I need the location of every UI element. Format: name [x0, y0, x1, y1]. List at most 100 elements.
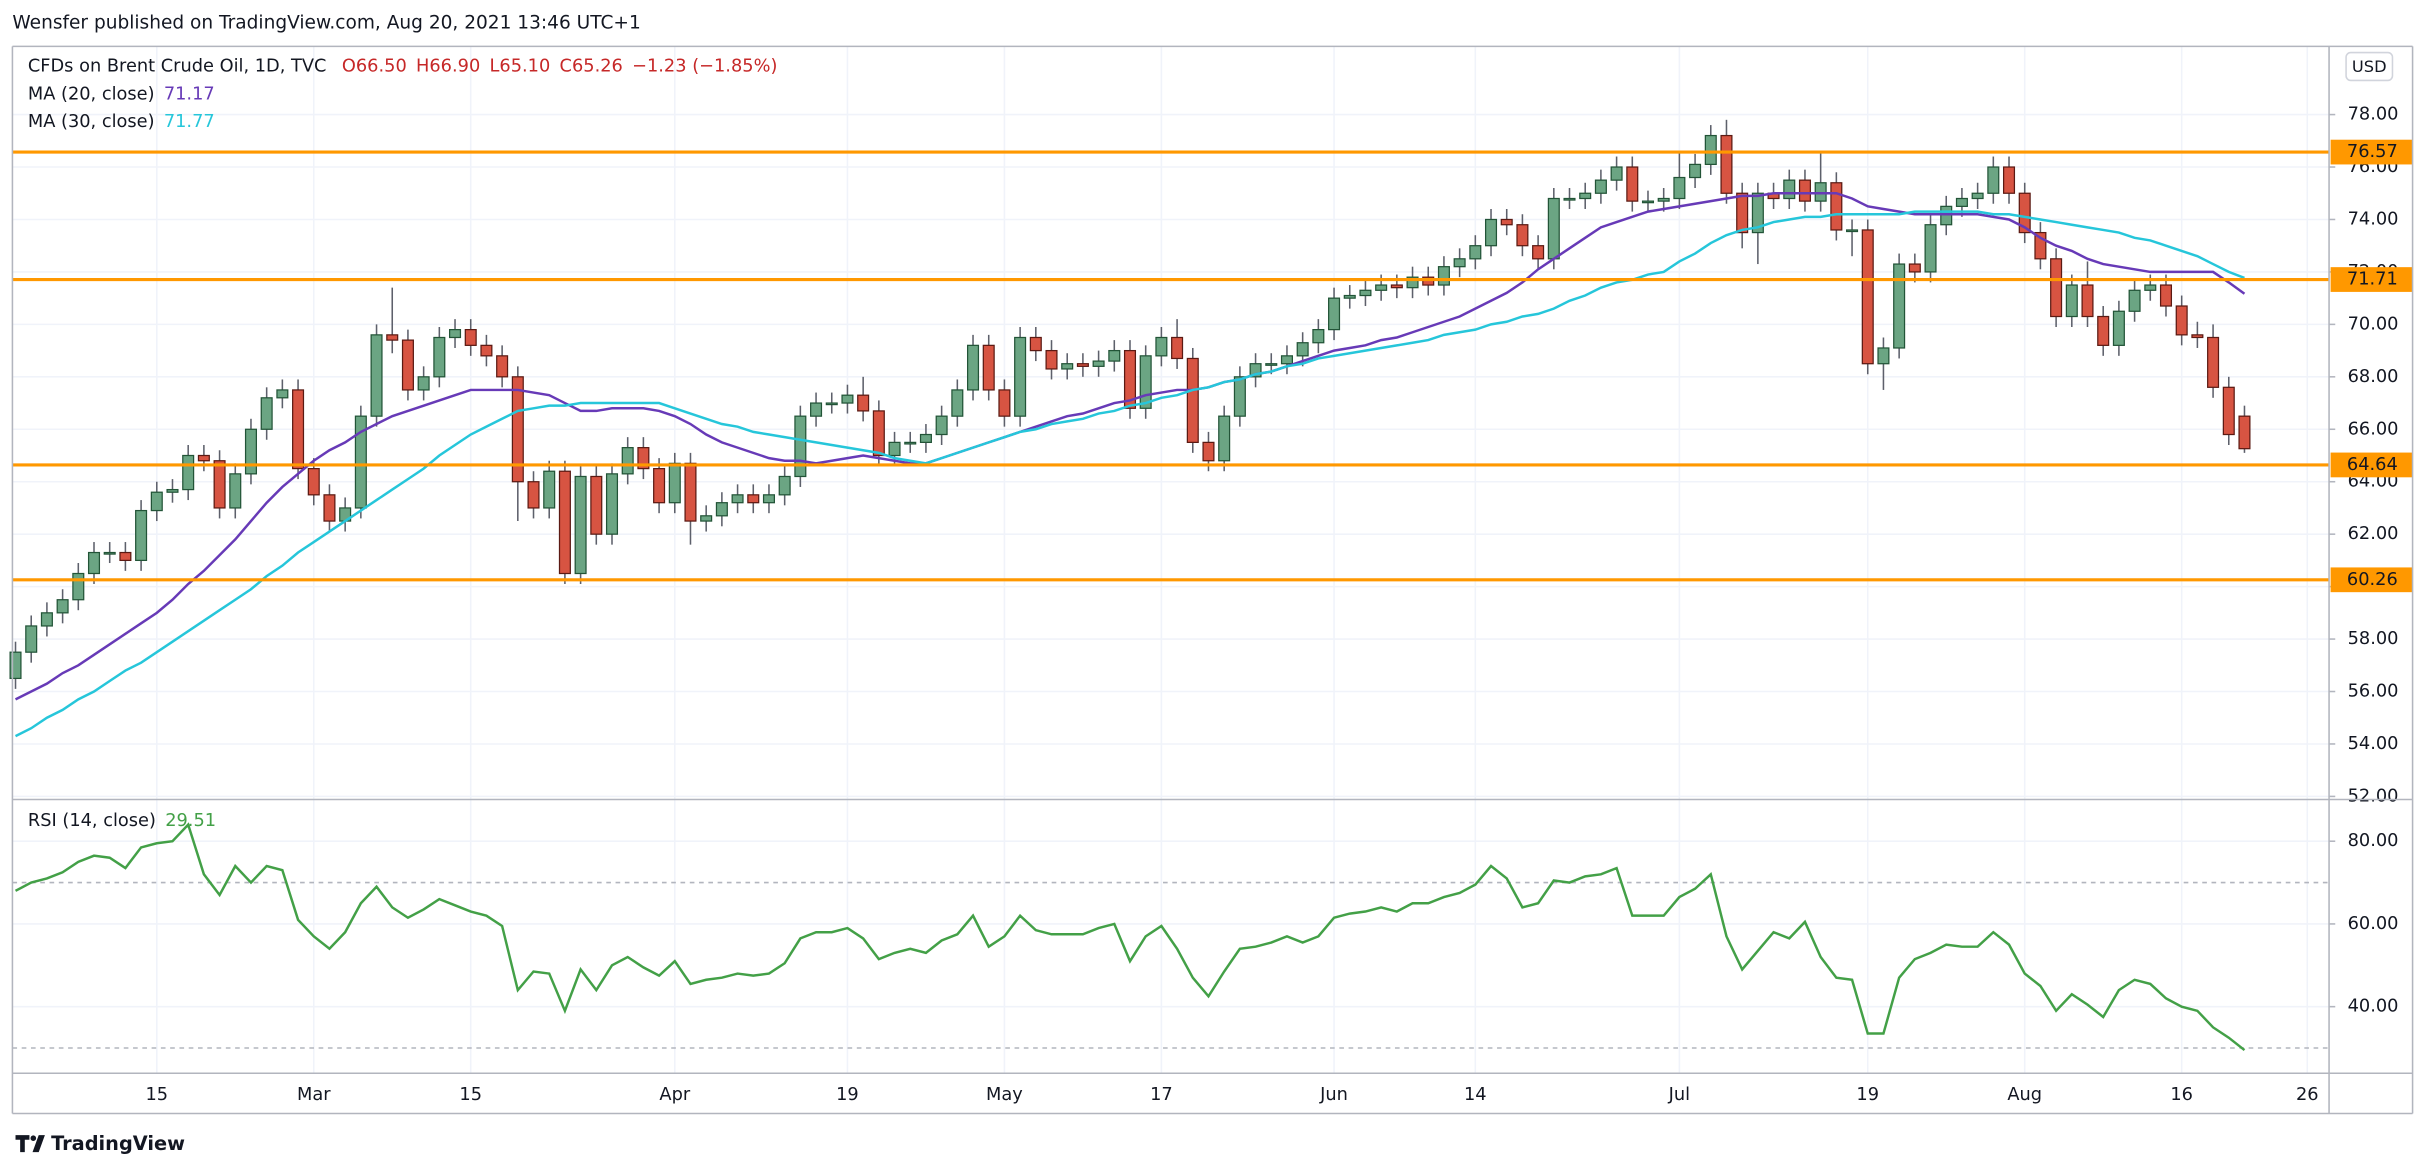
candle-body — [448, 329, 462, 339]
candle-body — [2018, 192, 2031, 234]
candle-body — [951, 389, 964, 417]
legend-name: MA (30, close) — [28, 111, 155, 132]
candle-body — [464, 329, 477, 346]
currency-box[interactable] — [2345, 51, 2394, 82]
candle-body — [1673, 176, 1686, 200]
candle-body — [1014, 336, 1027, 417]
candle-body — [919, 433, 932, 444]
x-tick-label: Jul — [1668, 1084, 1690, 1105]
ohlc-value: C65.26 — [560, 55, 623, 76]
candle-body — [684, 462, 697, 522]
x-tick-label: 19 — [836, 1084, 859, 1105]
level-label: 76.57 — [2347, 141, 2398, 162]
candle-body — [1547, 197, 1560, 260]
x-tick-label: Jun — [1319, 1084, 1348, 1105]
candle-body — [1186, 357, 1199, 444]
candle-body — [1076, 363, 1089, 367]
candle-body — [25, 625, 38, 653]
candle-body — [998, 389, 1011, 417]
candle-body — [1171, 336, 1184, 360]
candle-body — [1971, 192, 1984, 200]
brand-icon[interactable] — [15, 1135, 45, 1153]
legend-value: 71.77 — [164, 111, 215, 132]
candle-body — [637, 447, 650, 470]
candle-body — [1877, 347, 1890, 365]
candle-body — [2081, 284, 2094, 318]
candle-body — [857, 394, 870, 412]
candle-body — [40, 612, 53, 627]
candle-body — [1751, 192, 1764, 234]
legend-name: RSI (14, close) — [28, 810, 156, 831]
brand-icon-dot[interactable] — [30, 1135, 37, 1141]
candle-body — [1704, 134, 1717, 166]
currency[interactable]: USD — [2352, 57, 2387, 76]
candle-body — [1846, 229, 1859, 233]
candle-body — [1689, 163, 1702, 179]
candle-body — [323, 494, 336, 522]
x-tick-label: 14 — [1464, 1084, 1487, 1105]
x-tick-label: 15 — [459, 1084, 482, 1105]
candle-body — [794, 415, 807, 478]
candle-body — [1029, 336, 1042, 352]
candle-body — [1422, 276, 1435, 286]
brand-name[interactable]: TradingView — [51, 1132, 185, 1155]
candle-body — [1610, 166, 1623, 181]
candle-body — [1736, 192, 1749, 234]
y-tick-label: 58.00 — [2348, 628, 2399, 649]
candle-body — [1233, 376, 1246, 417]
candle-body — [229, 473, 242, 509]
candle-body — [150, 491, 163, 512]
ohlc-value: −1.23 (−1.85%) — [632, 55, 777, 76]
candle-body — [1218, 415, 1231, 462]
candle-body — [1532, 245, 1545, 260]
x-tick-label: 19 — [1856, 1084, 1879, 1105]
candle-body — [213, 460, 226, 509]
candle-body — [2191, 334, 2204, 339]
candle-body — [72, 572, 85, 601]
candle-body — [103, 551, 116, 555]
candle-body — [1155, 336, 1168, 357]
candle-body — [87, 551, 101, 575]
x-tick-label: Aug — [2007, 1084, 2042, 1105]
candle-body — [1924, 224, 1937, 273]
candle-body — [966, 344, 980, 391]
candle-body — [370, 334, 383, 417]
candle-body — [715, 502, 728, 517]
level-label-box — [2330, 452, 2413, 478]
y-tick-label: 56.00 — [2348, 681, 2399, 702]
x-tick-label: Apr — [659, 1084, 690, 1105]
candle-body — [1061, 363, 1074, 370]
candle-body — [2144, 284, 2157, 291]
candle-body — [1657, 197, 1670, 202]
candle-body — [1249, 363, 1262, 378]
candle-body — [1045, 349, 1058, 370]
candle-body — [747, 494, 760, 504]
candle-body — [1359, 289, 1372, 297]
candle-body — [1720, 134, 1733, 194]
level-label-box — [2330, 267, 2413, 292]
candle-body — [668, 462, 681, 504]
series-line — [14, 822, 2246, 1052]
y-tick-label: 80.00 — [2348, 830, 2399, 851]
candle-body — [1641, 200, 1655, 204]
candle-body — [825, 402, 838, 406]
legend-name: MA (20, close) — [28, 83, 155, 104]
candle-body — [1139, 355, 1152, 409]
candle-body — [935, 415, 948, 436]
x-tick-label: 16 — [2170, 1084, 2193, 1105]
y-tick-label: 66.00 — [2348, 418, 2399, 439]
candle-body — [1484, 218, 1498, 247]
x-tick-label: May — [986, 1084, 1023, 1105]
candle-body — [9, 651, 22, 680]
candle-body — [401, 339, 414, 391]
candle-body — [605, 473, 619, 535]
candle-body — [841, 394, 854, 404]
candle-body — [1092, 360, 1105, 367]
y-tick-label: 74.00 — [2348, 208, 2399, 229]
legend-value: 29.51 — [165, 810, 216, 831]
candle-body — [1579, 192, 1592, 200]
brand-logo[interactable]: TradingView — [15, 1132, 186, 1155]
ohlc-value: L65.10 — [490, 55, 551, 76]
level-label: 71.71 — [2347, 269, 2398, 290]
